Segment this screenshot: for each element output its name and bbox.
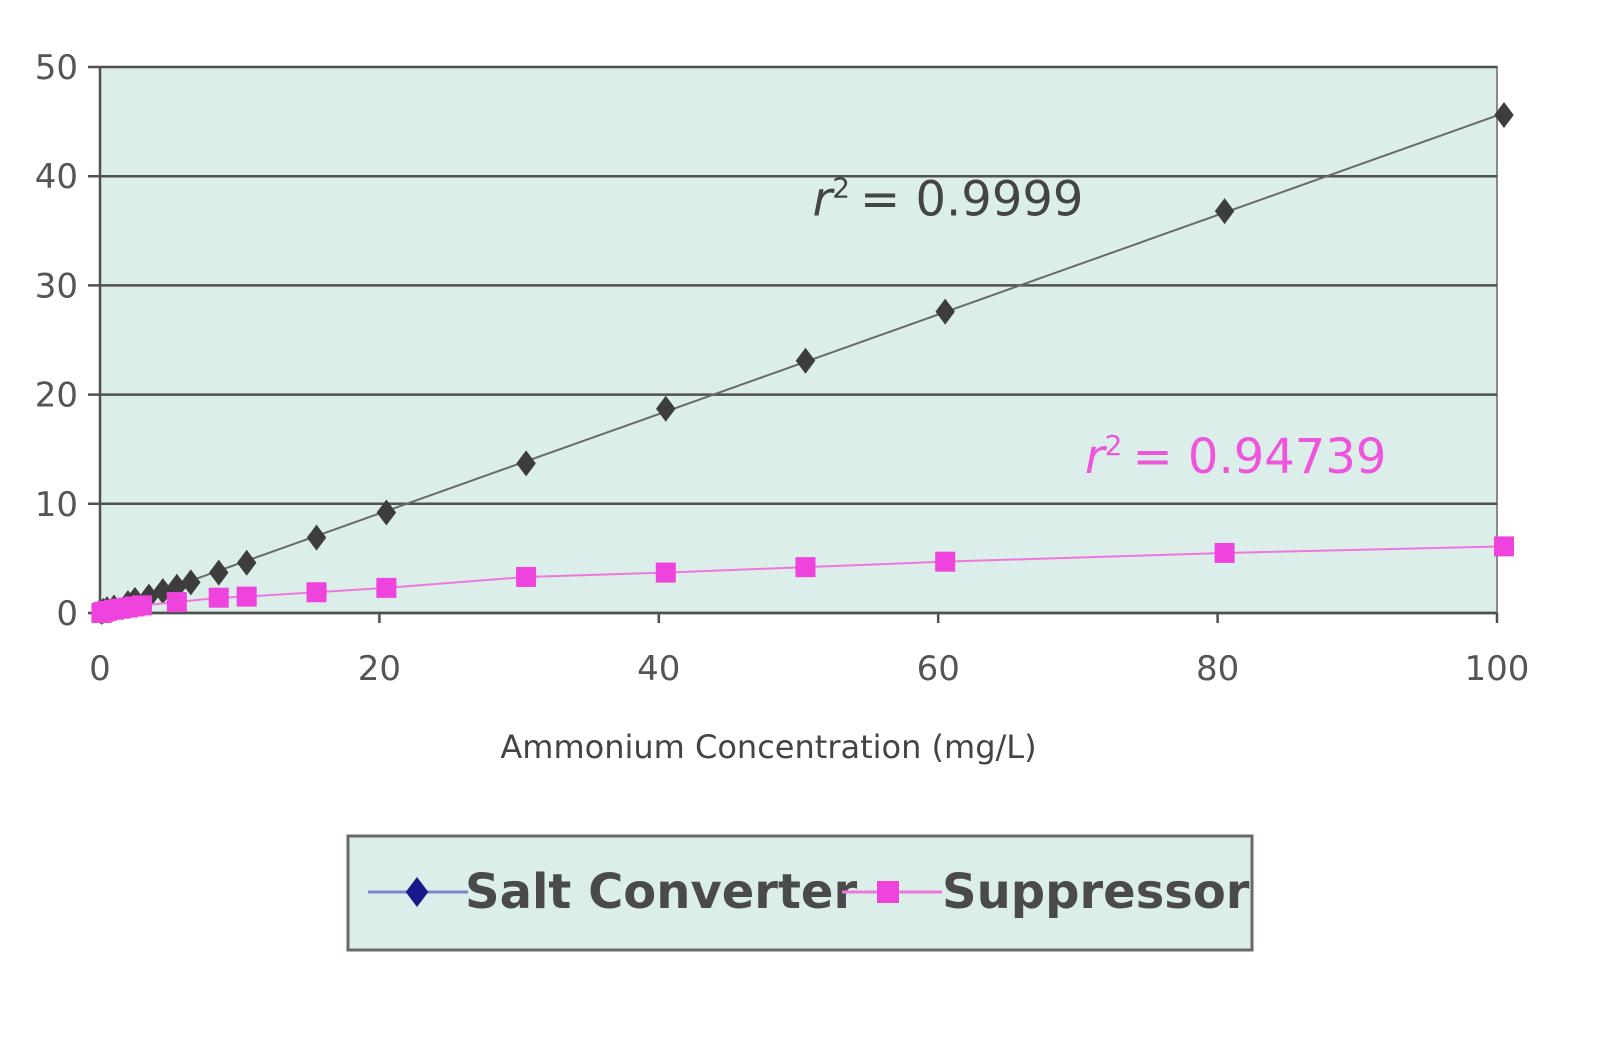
data-point — [935, 551, 956, 572]
data-point — [516, 450, 536, 477]
x-tick-label: 100 — [1465, 649, 1530, 689]
axes: 0 10 20 30 40 50 0 20 40 60 80 100 — [35, 48, 1530, 689]
legend-box — [346, 834, 1254, 952]
data-point — [1494, 102, 1514, 129]
legend-item: Salt Converter — [368, 864, 857, 920]
x-tick-label: 40 — [637, 649, 680, 689]
x-tick-label: 60 — [917, 649, 960, 689]
series-suppressor — [91, 536, 1514, 623]
data-point — [236, 549, 257, 576]
data-point — [306, 582, 327, 603]
x-tick-label: 0 — [89, 649, 111, 689]
data-point — [376, 577, 397, 598]
r-squared-annotation: r2 = 0.94739 — [1085, 429, 1387, 485]
legend-marker — [405, 877, 429, 907]
data-point — [376, 499, 397, 526]
annotations: r2 = 0.9999 r2 = 0.94739 — [812, 172, 1386, 486]
y-tick-label: 10 — [35, 485, 78, 525]
y-tick-label: 50 — [35, 48, 78, 88]
data-point — [795, 347, 816, 374]
data-point — [166, 592, 187, 613]
plot-area — [99, 66, 1498, 614]
y-tick-label: 20 — [35, 376, 78, 416]
r-squared-annotation: r2 = 0.9999 — [812, 172, 1083, 228]
data-point — [516, 566, 537, 587]
data-point — [935, 298, 955, 325]
legend: Salt Converter Suppressor — [346, 834, 1254, 952]
data-point — [208, 587, 229, 608]
data-point — [656, 395, 676, 422]
data-point — [655, 562, 676, 583]
data-point — [306, 524, 327, 551]
y-tick-label: 40 — [35, 157, 78, 197]
legend-label: Suppressor — [942, 864, 1250, 920]
legend-item: Suppressor — [842, 864, 1250, 920]
data-point — [1214, 198, 1235, 225]
data-point — [1214, 542, 1235, 563]
x-tick-label: 80 — [1196, 649, 1239, 689]
series-layer — [91, 102, 1514, 625]
legend-label: Salt Converter — [465, 864, 857, 920]
data-point — [208, 559, 229, 586]
data-point — [181, 569, 201, 596]
x-axis-title: Ammonium Concentration (mg/L) — [500, 728, 1036, 766]
data-point — [236, 586, 257, 607]
data-point — [131, 595, 152, 616]
data-point — [795, 557, 816, 578]
data-point — [1493, 536, 1514, 557]
y-tick-label: 30 — [35, 266, 78, 306]
y-tick-label: 0 — [56, 594, 78, 634]
x-tick-label: 20 — [358, 649, 401, 689]
legend-marker — [877, 881, 899, 903]
